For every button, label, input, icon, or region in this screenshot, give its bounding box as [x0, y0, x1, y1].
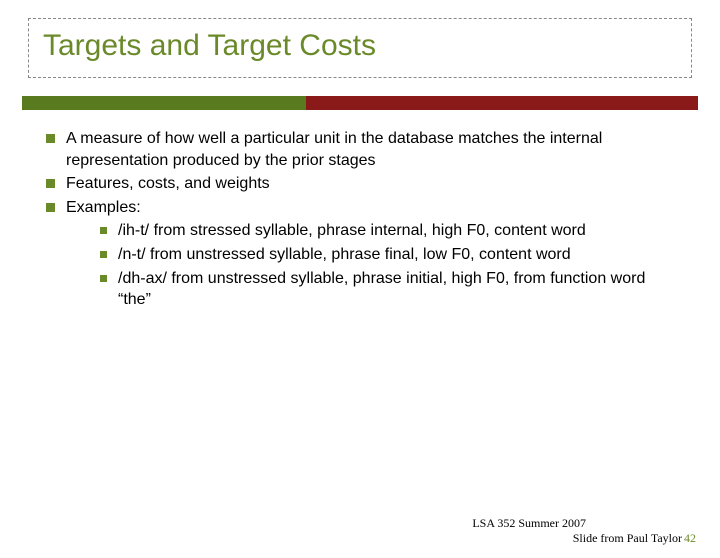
- footer-line-2: Slide from Paul Taylor: [573, 531, 682, 545]
- bullet-item: Features, costs, and weights: [44, 173, 676, 195]
- sub-bullet-text: /ih-t/ from stressed syllable, phrase in…: [118, 222, 586, 239]
- bullet-text: Examples:: [66, 199, 141, 216]
- bullet-text: A measure of how well a particular unit …: [66, 130, 602, 169]
- footer-line-1: LSA 352 Summer 2007: [0, 516, 696, 531]
- sub-bullet-text: /n-t/ from unstressed syllable, phrase f…: [118, 246, 571, 263]
- content-area: A measure of how well a particular unit …: [44, 128, 676, 311]
- footer: LSA 352 Summer 2007 Slide from Paul Tayl…: [0, 516, 696, 546]
- sub-bullet-item: /ih-t/ from stressed syllable, phrase in…: [100, 220, 676, 242]
- accent-bar-green: [22, 96, 306, 110]
- title-container: Targets and Target Costs: [28, 18, 692, 78]
- bullet-item: A measure of how well a particular unit …: [44, 128, 676, 171]
- accent-bar: [22, 96, 698, 110]
- accent-bar-red: [306, 96, 698, 110]
- bullet-list: A measure of how well a particular unit …: [44, 128, 676, 311]
- sub-bullet-text: /dh-ax/ from unstressed syllable, phrase…: [118, 270, 645, 309]
- sub-bullet-item: /dh-ax/ from unstressed syllable, phrase…: [100, 268, 676, 311]
- slide-title: Targets and Target Costs: [43, 29, 677, 63]
- bullet-item: Examples: /ih-t/ from stressed syllable,…: [44, 197, 676, 311]
- sub-bullet-item: /n-t/ from unstressed syllable, phrase f…: [100, 244, 676, 266]
- sub-bullet-list: /ih-t/ from stressed syllable, phrase in…: [66, 220, 676, 310]
- page-number: 42: [684, 531, 696, 545]
- bullet-text: Features, costs, and weights: [66, 175, 270, 192]
